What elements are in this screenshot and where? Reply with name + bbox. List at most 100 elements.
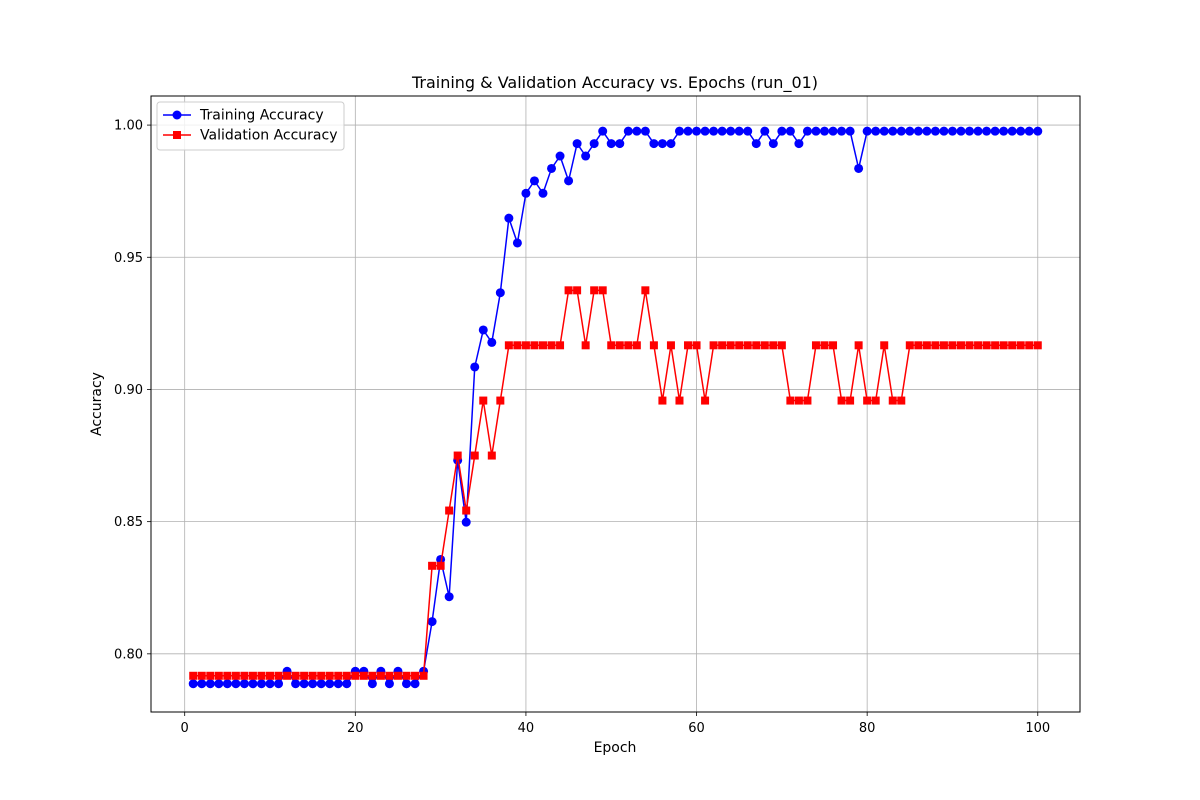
training-accuracy-point [316, 679, 326, 689]
validation-accuracy-point [308, 671, 317, 680]
validation-accuracy-point [794, 396, 803, 405]
training-accuracy-point [768, 139, 778, 149]
validation-accuracy-point [974, 341, 983, 350]
training-accuracy-point [956, 126, 966, 136]
validation-accuracy-point [453, 451, 462, 460]
validation-accuracy-point [991, 341, 1000, 350]
validation-accuracy-point [871, 396, 880, 405]
training-accuracy-point [692, 126, 702, 136]
training-accuracy-point [828, 126, 838, 136]
validation-accuracy-point [701, 396, 710, 405]
validation-accuracy-point [709, 341, 718, 350]
validation-accuracy-point [411, 671, 420, 680]
training-accuracy-point [461, 517, 471, 527]
training-accuracy-point [1016, 126, 1026, 136]
validation-accuracy-point [965, 341, 974, 350]
x-tick-label: 20 [347, 721, 364, 736]
validation-accuracy-point [538, 341, 547, 350]
training-accuracy-point [888, 126, 898, 136]
validation-accuracy-point [666, 341, 675, 350]
training-accuracy-point [990, 126, 1000, 136]
y-tick-label: 0.90 [114, 383, 143, 398]
validation-accuracy-point [880, 341, 889, 350]
validation-accuracy-point [922, 341, 931, 350]
validation-accuracy-point [615, 341, 624, 350]
validation-accuracy-point [573, 286, 582, 295]
validation-accuracy-point [248, 671, 257, 680]
training-accuracy-point [1007, 126, 1017, 136]
validation-accuracy-point [462, 506, 471, 515]
validation-accuracy-point [504, 341, 513, 350]
training-accuracy-point [256, 679, 266, 689]
validation-accuracy-point [223, 671, 232, 680]
validation-accuracy-point [300, 671, 309, 680]
validation-accuracy-point [266, 671, 275, 680]
training-accuracy-point [1033, 126, 1043, 136]
training-accuracy-point [589, 139, 599, 149]
training-accuracy-point [905, 126, 915, 136]
training-accuracy-point [666, 139, 676, 149]
validation-accuracy-point [419, 671, 428, 680]
training-accuracy-point [598, 126, 608, 136]
training-accuracy-point [564, 176, 574, 186]
validation-accuracy-point [914, 341, 923, 350]
validation-accuracy-point [428, 561, 437, 570]
validation-accuracy-point [811, 341, 820, 350]
training-accuracy-point [717, 126, 727, 136]
plot-frame [150, 95, 1081, 713]
validation-accuracy-point [624, 341, 633, 350]
legend: Training Accuracy Validation Accuracy [156, 101, 345, 151]
training-accuracy-point [709, 126, 719, 136]
training-accuracy-point [495, 288, 505, 298]
validation-accuracy-point [351, 671, 360, 680]
training-accuracy-point [239, 679, 249, 689]
validation-accuracy-point [726, 341, 735, 350]
training-accuracy-point [444, 592, 454, 602]
training-accuracy-point [504, 213, 514, 223]
training-accuracy-point [845, 126, 855, 136]
training-accuracy-point [930, 126, 940, 136]
training-accuracy-point [700, 126, 710, 136]
validation-accuracy-point [641, 286, 650, 295]
validation-accuracy-point [231, 671, 240, 680]
y-tick-label: 0.85 [114, 515, 143, 530]
training-accuracy-point [325, 679, 335, 689]
training-accuracy-point [512, 238, 522, 248]
validation-accuracy-point [436, 561, 445, 570]
training-accuracy-point [854, 163, 864, 173]
training-accuracy-point [811, 126, 821, 136]
training-accuracy-point [248, 679, 258, 689]
training-accuracy-point [291, 679, 301, 689]
training-accuracy-point [674, 126, 684, 136]
training-accuracy-point [726, 126, 736, 136]
validation-accuracy-point [675, 396, 684, 405]
validation-accuracy-point [189, 671, 198, 680]
validation-accuracy-point [470, 451, 479, 460]
validation-accuracy-point [956, 341, 965, 350]
validation-accuracy-point [197, 671, 206, 680]
validation-accuracy-point [1008, 341, 1017, 350]
training-accuracy-point [871, 126, 881, 136]
training-accuracy-point [879, 126, 889, 136]
validation-accuracy-point [829, 341, 838, 350]
validation-accuracy-point [359, 671, 368, 680]
legend-validation-label: Validation Accuracy [200, 128, 338, 144]
validation-accuracy-point [607, 341, 616, 350]
x-tick-label: 100 [1025, 721, 1050, 736]
training-accuracy-point [274, 679, 284, 689]
training-accuracy-point [197, 679, 207, 689]
validation-accuracy-point [283, 671, 292, 680]
validation-accuracy-point [385, 671, 394, 680]
training-accuracy-point [214, 679, 224, 689]
training-accuracy-point [947, 126, 957, 136]
training-accuracy-point [367, 679, 377, 689]
validation-accuracy-point [846, 396, 855, 405]
axis-ticks: 0 20 40 60 80 100 0.80 0.85 0.90 0.95 1.00 [114, 119, 1050, 736]
legend-training-marker [172, 110, 182, 120]
validation-accuracy-series [189, 286, 1042, 680]
training-accuracy-point [751, 139, 761, 149]
validation-accuracy-point [291, 671, 300, 680]
validation-accuracy-point [547, 341, 556, 350]
training-accuracy-point [1024, 126, 1034, 136]
training-accuracy-point [794, 139, 804, 149]
